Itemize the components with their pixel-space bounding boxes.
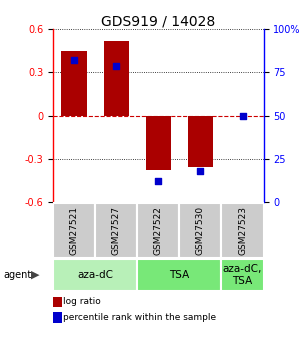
Bar xyxy=(146,116,171,170)
Text: GSM27527: GSM27527 xyxy=(112,206,121,255)
Title: GDS919 / 14028: GDS919 / 14028 xyxy=(101,14,215,28)
Bar xyxy=(179,203,221,258)
Text: percentile rank within the sample: percentile rank within the sample xyxy=(63,313,216,322)
Bar xyxy=(53,203,95,258)
Point xyxy=(198,168,203,174)
Text: aza-dC,
TSA: aza-dC, TSA xyxy=(223,264,262,286)
Text: ▶: ▶ xyxy=(31,270,39,280)
Bar xyxy=(221,203,264,258)
Bar xyxy=(62,51,87,116)
Bar xyxy=(53,297,62,307)
Point xyxy=(114,63,119,68)
Text: GSM27530: GSM27530 xyxy=(196,206,205,255)
Text: GSM27522: GSM27522 xyxy=(154,206,163,255)
Text: aza-dC: aza-dC xyxy=(77,270,113,280)
Point xyxy=(72,58,76,63)
Bar xyxy=(95,203,137,258)
Text: agent: agent xyxy=(3,270,31,280)
Bar xyxy=(188,116,213,167)
Bar xyxy=(104,41,129,116)
Bar xyxy=(221,259,264,291)
Text: GSM27523: GSM27523 xyxy=(238,206,247,255)
Bar xyxy=(53,259,137,291)
Text: log ratio: log ratio xyxy=(63,297,101,306)
Bar xyxy=(137,259,221,291)
Point xyxy=(156,178,161,184)
Bar xyxy=(53,312,62,323)
Bar xyxy=(137,203,179,258)
Point xyxy=(240,113,245,118)
Text: TSA: TSA xyxy=(169,270,189,280)
Text: GSM27521: GSM27521 xyxy=(70,206,78,255)
